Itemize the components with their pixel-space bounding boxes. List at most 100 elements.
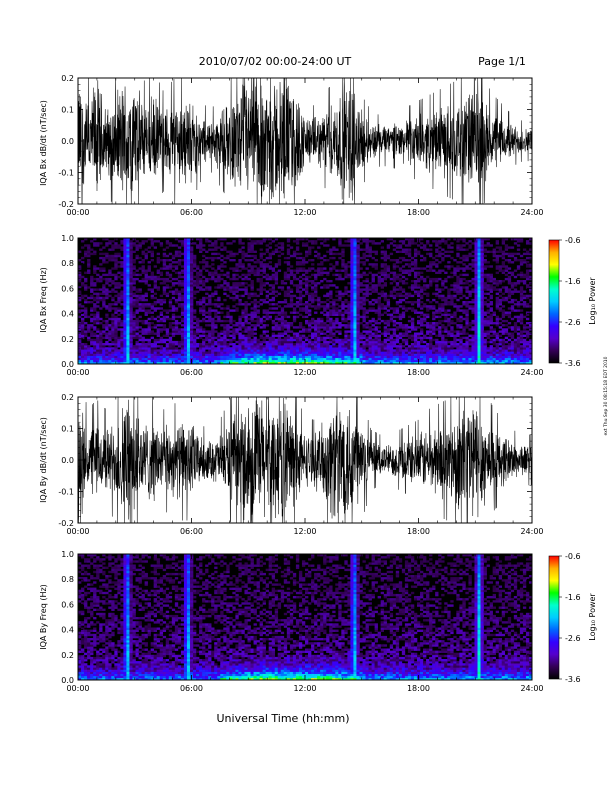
spectrogram-cell	[311, 347, 315, 350]
spectrogram-cell	[404, 359, 409, 363]
spectrogram-cell	[359, 349, 363, 352]
spectrogram-cell	[377, 336, 381, 340]
spectrogram-cell	[189, 317, 194, 321]
spectrogram-cell	[380, 359, 384, 363]
spectrogram-cell	[193, 317, 197, 321]
spectrogram-cell	[311, 267, 315, 270]
spectrogram-cell	[129, 269, 133, 272]
spectrogram-cell	[196, 343, 200, 346]
spectrogram-cell	[350, 286, 354, 289]
spectrogram-cell	[120, 340, 124, 344]
spectrogram-cell	[380, 240, 384, 243]
spectrogram-cell	[280, 307, 285, 310]
spectrogram-cell	[462, 263, 466, 266]
spectrogram-cell	[347, 343, 351, 346]
spectrogram-cell	[193, 261, 197, 264]
spectrogram-cell	[277, 336, 282, 340]
spectrogram-cell	[462, 345, 466, 348]
spectrogram-cell	[323, 301, 327, 304]
spectrogram-cell	[138, 244, 142, 247]
spectrogram-cell	[199, 244, 203, 247]
spectrogram-cell	[280, 315, 285, 319]
spectrogram-cell	[93, 322, 97, 325]
spectrogram-cell	[407, 326, 412, 329]
spectrogram-cell	[435, 301, 439, 304]
spectrogram-cell	[135, 322, 139, 325]
spectrogram-cell	[117, 343, 121, 346]
spectrogram-cell	[395, 355, 400, 358]
spectrogram-cell	[398, 240, 403, 243]
spectrogram-cell	[341, 319, 345, 323]
spectrogram-cell	[398, 336, 403, 340]
spectrogram-cell	[298, 298, 303, 302]
spectrogram-cell	[314, 282, 318, 285]
spectrogram-cell	[174, 265, 179, 268]
spectrogram-cell	[447, 361, 451, 365]
spectrogram-cell	[214, 311, 218, 314]
spectrogram-cell	[268, 288, 273, 291]
spectrogram-cell	[317, 336, 321, 340]
spectrogram-cell	[413, 357, 418, 361]
spectrogram-cell	[186, 280, 191, 283]
spectrogram-cell	[350, 252, 354, 256]
spectrogram-cell	[311, 294, 315, 298]
spectrogram-cell	[401, 328, 406, 331]
spectrogram-cell	[256, 359, 260, 363]
spectrogram-cell	[301, 328, 306, 331]
spectrogram-cell	[186, 319, 191, 323]
spectrogram-cell	[353, 343, 357, 346]
spectrogram-cell	[253, 353, 257, 356]
spectrogram-cell	[147, 359, 151, 363]
spectrogram-cell	[120, 322, 124, 325]
spectrogram-cell	[199, 311, 203, 314]
spectrogram-cell	[459, 330, 463, 333]
spectrogram-cell	[214, 240, 218, 243]
spectrogram-cell	[353, 355, 357, 358]
spectrogram-cell	[111, 332, 115, 335]
spectrogram-cell	[441, 256, 445, 260]
spectrogram-cell	[353, 332, 357, 335]
spectrogram-cell	[256, 338, 260, 342]
spectrogram-cell	[232, 351, 236, 354]
spectrogram-cell	[93, 269, 97, 272]
spectrogram-cell	[459, 309, 463, 312]
spectrogram-cell	[338, 252, 342, 256]
spectrogram-cell	[456, 349, 460, 352]
spectrogram-cell	[208, 294, 212, 298]
spectrogram-cell	[395, 261, 400, 264]
spectrogram-cell	[420, 305, 424, 308]
spectrogram-cell	[356, 271, 360, 274]
spectrogram-cell	[135, 345, 139, 348]
spectrogram-cell	[202, 282, 206, 285]
spectrogram-cell	[259, 340, 263, 344]
spectrogram-cell	[298, 252, 303, 256]
spectrogram-cell	[244, 315, 248, 319]
spectrogram-cell	[456, 292, 460, 295]
spectrogram-cell	[444, 355, 448, 358]
spectrogram-cell	[435, 359, 439, 363]
spectrogram-cell	[171, 355, 176, 358]
spectrogram-cell	[165, 292, 170, 295]
spectrogram-cell	[456, 334, 460, 337]
spectrogram-cell	[280, 340, 285, 344]
spectrogram-cell	[283, 315, 288, 319]
spectrogram-cell	[332, 284, 336, 287]
spectrogram-cell	[250, 246, 254, 249]
spectrogram-cell	[214, 303, 218, 306]
spectrogram-cell	[456, 338, 460, 342]
spectrogram-cell	[183, 248, 188, 251]
spectrogram-cell	[199, 282, 203, 285]
spectrogram-cell	[447, 254, 451, 258]
spectrogram-cell	[223, 338, 227, 342]
spectrogram-cell	[108, 280, 112, 283]
spectrogram-cell	[450, 340, 454, 344]
spectrogram-cell	[456, 317, 460, 321]
spectrogram-cell	[395, 315, 400, 319]
spectrogram-cell	[162, 355, 167, 358]
spectrogram-cell	[129, 328, 133, 331]
spectrogram-cell	[377, 317, 381, 321]
spectrogram-cell	[138, 359, 142, 363]
spectrogram-cell	[102, 273, 106, 277]
spectrogram-cell	[189, 340, 194, 344]
spectrogram-cell	[289, 353, 294, 356]
